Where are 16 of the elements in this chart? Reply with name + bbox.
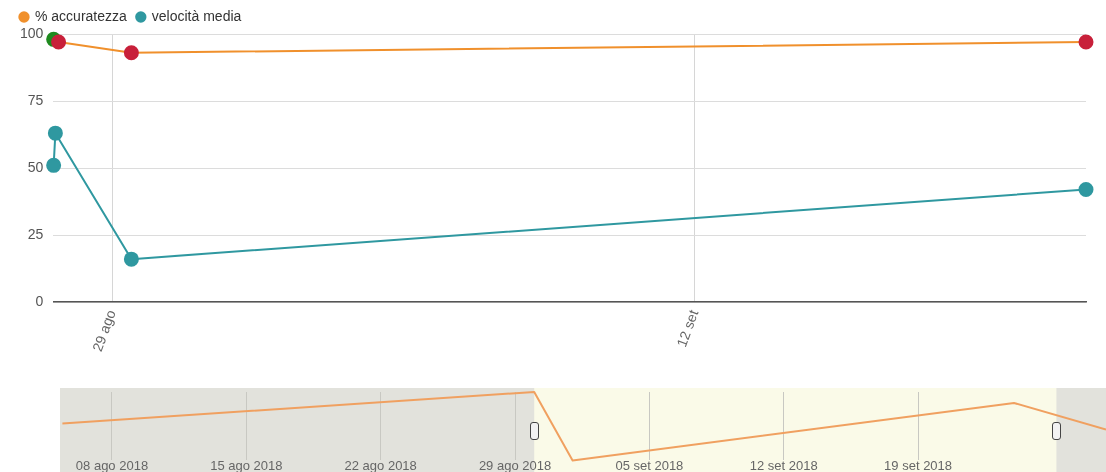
x-tick-label: 15 ago 2018 — [210, 457, 283, 472]
x-tick-label: 12 set — [673, 307, 702, 350]
y-tick-label: 50 — [27, 158, 44, 175]
x-tick-label: 05 set 2018 — [615, 457, 684, 472]
legend-label: velocità media — [151, 7, 242, 24]
legend-label: % accuratezza — [35, 7, 128, 24]
y-tick-label: 100 — [20, 24, 44, 41]
x-tick-label: 12 set 2018 — [749, 457, 818, 472]
x-tick-label: 29 ago — [89, 307, 119, 354]
x-tick-label: 22 ago 2018 — [344, 457, 417, 472]
x-tick-label: 29 ago 2018 — [478, 457, 552, 472]
y-tick-label: 75 — [27, 91, 44, 108]
x-tick-label: 08 ago 2018 — [75, 457, 149, 472]
y-tick-label: 0 — [35, 292, 44, 309]
y-tick-label: 25 — [27, 225, 44, 242]
x-tick-label: 19 set 2018 — [884, 457, 953, 472]
